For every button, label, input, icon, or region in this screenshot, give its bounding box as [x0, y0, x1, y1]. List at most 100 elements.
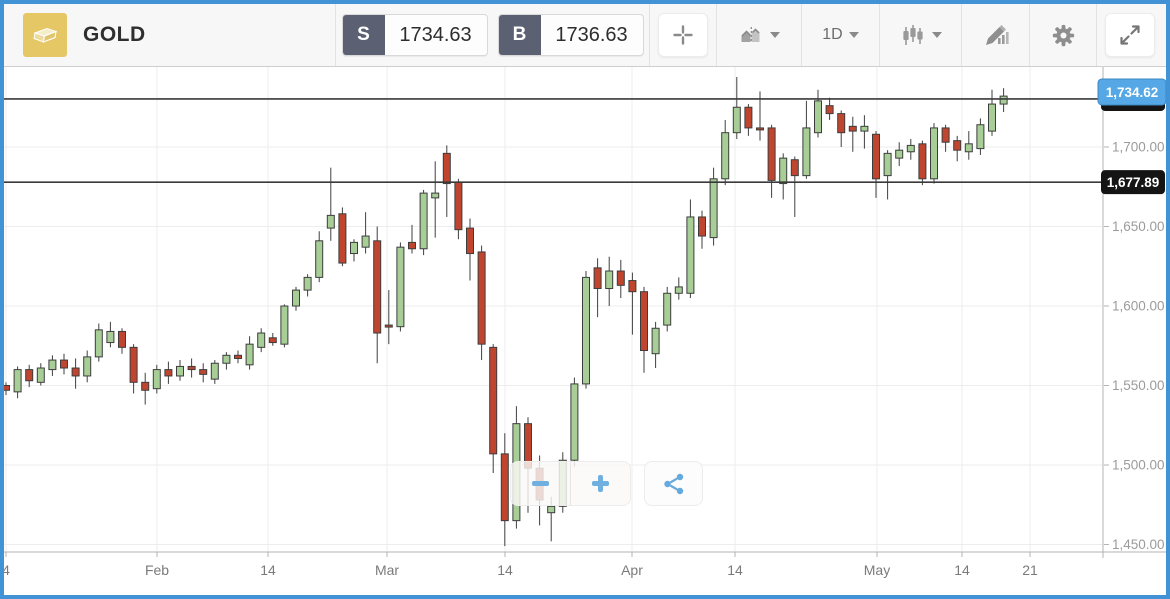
- candle-body: [106, 330, 115, 344]
- candle-body: [779, 157, 788, 185]
- timeframe-label: 1D: [822, 26, 843, 43]
- date-tick-label: 14: [954, 562, 970, 578]
- current-price-badge: [1097, 78, 1166, 106]
- candle-body: [941, 127, 950, 143]
- settings-button[interactable]: [1030, 4, 1097, 66]
- candle-body: [709, 178, 718, 239]
- sell-price: 1734.63: [399, 23, 472, 46]
- candle-body: [895, 149, 904, 159]
- candle-body: [721, 132, 730, 180]
- price-tick-label: 1,450.00: [1112, 537, 1165, 552]
- price-tick-label: 1,500.00: [1112, 458, 1165, 473]
- candle-body: [350, 241, 358, 255]
- candle-body: [674, 286, 683, 294]
- candle-type-dropdown[interactable]: [880, 4, 962, 66]
- share-button[interactable]: [644, 461, 703, 506]
- date-tick-label: Apr: [621, 562, 643, 578]
- buy-button[interactable]: B 1736.63: [497, 14, 644, 56]
- candle-body: [384, 324, 393, 328]
- candle-body: [489, 346, 498, 455]
- candle-body: [651, 327, 660, 355]
- date-tick-label: 14: [727, 562, 743, 578]
- candle-type-caret-icon: [931, 32, 942, 38]
- candle-body: [292, 289, 300, 307]
- date-tick-label: 21: [1022, 562, 1038, 578]
- candle-body: [36, 367, 45, 383]
- candle-body: [48, 359, 57, 371]
- date-tick-label: 4: [4, 562, 10, 578]
- zoom-in-button[interactable]: [571, 462, 630, 505]
- candle-body: [152, 369, 161, 390]
- candle-body: [94, 329, 103, 358]
- expand-button[interactable]: [1105, 13, 1155, 57]
- quote-buttons: S 1734.63 B 1736.63: [336, 4, 650, 66]
- candle-body: [141, 381, 150, 391]
- toolbar: GOLD S 1734.63 B 1736.63: [4, 4, 1166, 67]
- candle-body: [872, 133, 880, 180]
- buy-price: 1736.63: [555, 23, 628, 46]
- candle-body: [303, 276, 312, 291]
- candle-body: [361, 235, 370, 248]
- candle-body: [187, 365, 196, 371]
- zoom-controls: [510, 461, 631, 506]
- candlestick-icon: [902, 25, 923, 45]
- chart-type-dropdown[interactable]: [717, 4, 802, 66]
- candle-body: [245, 343, 254, 366]
- candle-body: [83, 356, 92, 377]
- draw-pencil-icon: [985, 25, 1009, 45]
- gear-icon: [1052, 24, 1074, 46]
- price-tick-label: 1,650.00: [1112, 219, 1165, 234]
- date-tick-label: Feb: [145, 562, 169, 578]
- candle-body: [442, 152, 451, 185]
- candle-body: [547, 505, 556, 514]
- candle-body: [4, 385, 10, 391]
- sell-tag: S: [342, 15, 385, 55]
- candle-body: [164, 369, 173, 377]
- candle-body: [500, 453, 509, 522]
- candle-body: [60, 359, 68, 369]
- candle-body: [268, 337, 277, 344]
- chart-type-icon: [740, 27, 760, 43]
- plus-icon: [592, 475, 609, 492]
- current-price-label: 1,734.62: [1106, 85, 1159, 100]
- chart-area: 1,700.00 1,650.00 1,600.00 1,550.00 1,500.00…: [4, 67, 1166, 595]
- candle-body: [593, 267, 602, 290]
- date-tick-label: 14: [497, 562, 513, 578]
- sell-button[interactable]: S 1734.63: [341, 14, 488, 56]
- candle-body: [222, 354, 231, 364]
- candle-body: [698, 216, 706, 237]
- zoom-out-button[interactable]: [511, 462, 571, 505]
- candle-body: [686, 216, 695, 294]
- candle-body: [790, 159, 799, 177]
- candle-body: [640, 291, 648, 352]
- candle-body: [732, 106, 741, 134]
- price-line-label: 1,677.89: [1107, 175, 1160, 190]
- expand-button-group: [1097, 4, 1163, 66]
- candle-body: [976, 124, 985, 150]
- candle-body: [756, 127, 764, 131]
- candle-body: [419, 192, 428, 250]
- candle-body: [837, 113, 846, 134]
- timeframe-caret-icon: [848, 32, 859, 38]
- candle-body: [848, 125, 857, 132]
- candle-body: [338, 213, 347, 264]
- crosshair-button[interactable]: [658, 13, 708, 57]
- candle-body: [210, 362, 219, 380]
- candle-body: [999, 95, 1008, 105]
- candle-body: [570, 383, 579, 461]
- candle-body: [906, 144, 915, 153]
- date-tick-label: Mar: [375, 562, 399, 578]
- candle-body: [454, 181, 463, 231]
- candle-body: [315, 240, 324, 278]
- draw-tools-button[interactable]: [962, 4, 1030, 66]
- candle-body: [477, 251, 486, 345]
- candle-body: [860, 125, 869, 132]
- candle-body: [280, 305, 289, 345]
- timeframe-dropdown[interactable]: 1D: [802, 4, 880, 66]
- candle-body: [257, 332, 266, 348]
- candle-body: [129, 346, 138, 383]
- asset-title: GOLD: [83, 23, 146, 46]
- price-tick-label: 1,700.00: [1112, 140, 1165, 155]
- candle-body: [616, 270, 625, 286]
- candle-body: [326, 214, 335, 229]
